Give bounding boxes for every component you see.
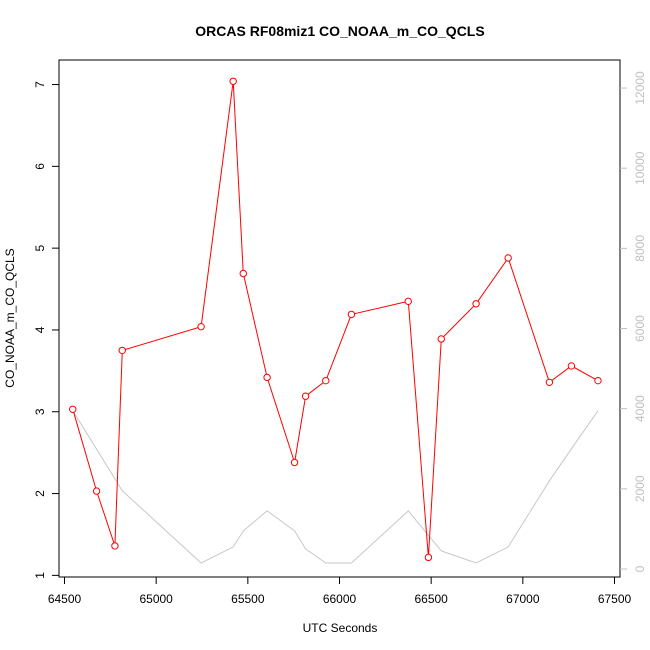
x-tick-label: 65500 [231, 592, 265, 606]
y2-tick-label: 12000 [633, 71, 647, 105]
data-point [69, 405, 77, 414]
x-tick-label: 66000 [323, 592, 357, 606]
right-axis: 0 2000 4000 6000 8000 10000 12000 [620, 71, 647, 572]
x-tick-label: 66500 [414, 592, 448, 606]
data-point [424, 553, 433, 562]
y2-tick-label: 0 [633, 565, 647, 572]
x-tick-label: 65000 [139, 592, 173, 606]
y-tick-label: 1 [33, 572, 47, 579]
y2-tick-label: 2000 [633, 475, 647, 502]
data-point [567, 362, 576, 370]
data-point [92, 487, 101, 495]
data-point [545, 378, 554, 387]
chart-title: ORCAS RF08miz1 CO_NOAA_m_CO_QCLS [195, 23, 484, 39]
y2-tick-label: 8000 [633, 235, 647, 262]
x-axis-label: UTC Seconds [303, 621, 378, 635]
y2-tick-label: 10000 [633, 151, 647, 185]
data-point [118, 346, 126, 355]
data-point [504, 254, 512, 262]
primary-series-line [72, 81, 599, 558]
data-point [347, 310, 356, 319]
data-point [111, 542, 119, 550]
plot-frame [58, 59, 621, 578]
data-point [472, 300, 480, 308]
y-tick-label: 7 [33, 81, 47, 88]
data-point [229, 77, 237, 85]
secondary-series-line [72, 410, 599, 564]
data-point [263, 373, 271, 382]
data-point [594, 376, 602, 385]
x-tick-label: 67000 [506, 592, 540, 606]
plot-box [58, 59, 621, 578]
data-point [239, 269, 247, 278]
data-point [290, 458, 299, 467]
data-point [437, 335, 445, 343]
y2-tick-label: 4000 [633, 395, 647, 422]
y2-tick-label: 6000 [633, 315, 647, 342]
y-tick-label: 5 [33, 244, 47, 251]
y-tick-label: 3 [33, 408, 47, 415]
y-tick-label: 2 [33, 490, 47, 497]
x-tick-label: 64500 [48, 592, 82, 606]
series-layer [69, 77, 602, 564]
data-point [322, 376, 330, 385]
x-tick-label: 67500 [598, 592, 632, 606]
data-point [197, 322, 205, 331]
data-point [301, 392, 310, 400]
data-point [404, 297, 412, 306]
bottom-axis: 64500 65000 65500 66000 66500 67000 67500 [48, 577, 632, 606]
left-axis: 1 2 3 4 5 6 7 [33, 81, 59, 579]
y-tick-label: 4 [33, 326, 47, 333]
y-tick-label: 6 [33, 163, 47, 170]
y-axis-label: CO_NOAA_m_CO_QCLS [3, 248, 17, 387]
